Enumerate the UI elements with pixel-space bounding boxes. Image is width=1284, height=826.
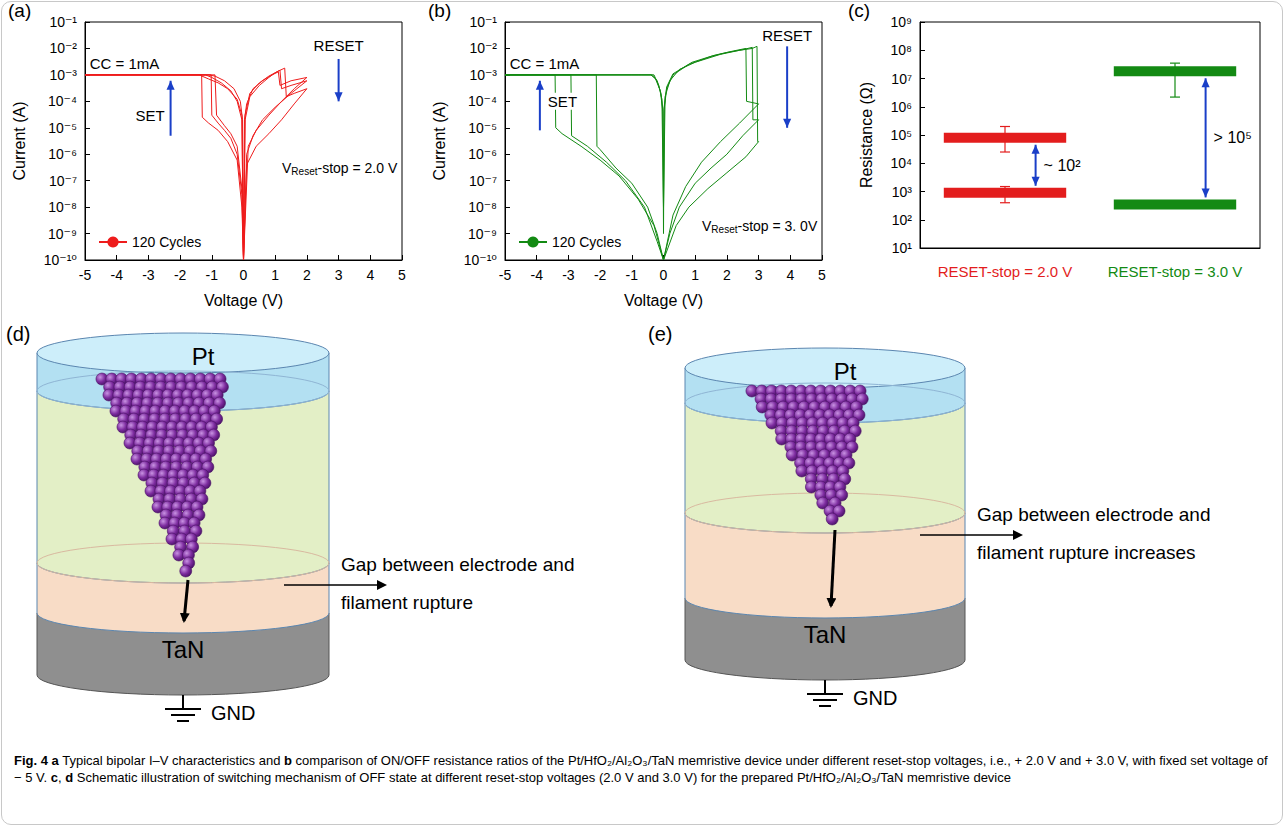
- svg-text:Reset: Reset: [291, 166, 317, 177]
- svg-text:10⁻⁹: 10⁻⁹: [468, 226, 497, 242]
- svg-text:10⁻³: 10⁻³: [49, 67, 77, 83]
- svg-text:120 Cycles: 120 Cycles: [132, 234, 201, 250]
- svg-text:~ 10²: ~ 10²: [1044, 157, 1082, 174]
- svg-text:V: V: [282, 160, 292, 176]
- svg-text:10⁻¹⁰: 10⁻¹⁰: [44, 252, 78, 268]
- svg-text:GND: GND: [211, 702, 255, 724]
- svg-text:10³: 10³: [892, 184, 913, 200]
- svg-text:RESET: RESET: [314, 37, 364, 54]
- svg-text:> 10⁵: > 10⁵: [1214, 129, 1252, 146]
- svg-text:10⁻³: 10⁻³: [469, 67, 497, 83]
- svg-text:0: 0: [240, 267, 248, 283]
- html-text:(c): (c): [848, 0, 871, 21]
- svg-text:TaN: TaN: [804, 621, 847, 648]
- svg-text:Voltage (V): Voltage (V): [204, 292, 283, 309]
- svg-text:5: 5: [818, 267, 826, 283]
- svg-text:4: 4: [786, 267, 794, 283]
- svg-text:Current (A): Current (A): [431, 101, 448, 180]
- svg-text:Resistance (Ω): Resistance (Ω): [858, 82, 875, 188]
- svg-text:10⁻⁴: 10⁻⁴: [468, 93, 497, 109]
- svg-text:10⁸: 10⁸: [891, 42, 913, 58]
- svg-text:3: 3: [335, 267, 343, 283]
- svg-text:Reset: Reset: [711, 224, 737, 235]
- svg-text:10⁵: 10⁵: [891, 127, 912, 143]
- svg-text:RESET-stop = 2.0 V: RESET-stop = 2.0 V: [938, 263, 1073, 280]
- svg-text:CC = 1mA: CC = 1mA: [510, 55, 580, 72]
- svg-text:1: 1: [691, 267, 699, 283]
- svg-text:10²: 10²: [892, 212, 913, 228]
- svg-text:(d): (d): [6, 323, 30, 345]
- svg-text:CC = 1mA: CC = 1mA: [90, 55, 160, 72]
- svg-text:10⁻⁸: 10⁻⁸: [468, 199, 497, 215]
- svg-text:10⁷: 10⁷: [891, 71, 912, 87]
- svg-text:0: 0: [660, 267, 668, 283]
- svg-text:TaN: TaN: [162, 636, 205, 663]
- svg-text:SET: SET: [135, 107, 164, 124]
- svg-text:10⁻⁶: 10⁻⁶: [48, 146, 77, 162]
- svg-text:10⁹: 10⁹: [890, 14, 912, 30]
- svg-text:Pt: Pt: [834, 358, 857, 385]
- svg-text:RESET: RESET: [762, 27, 812, 44]
- svg-text:-5: -5: [499, 267, 512, 283]
- svg-text:V: V: [702, 218, 712, 234]
- svg-text:10⁻¹: 10⁻¹: [49, 14, 77, 30]
- svg-text:-3: -3: [142, 267, 155, 283]
- svg-text:10⁻²: 10⁻²: [49, 40, 77, 56]
- svg-text:Pt: Pt: [192, 343, 215, 370]
- svg-text:Current (A): Current (A): [11, 101, 28, 180]
- svg-text:(e): (e): [648, 323, 672, 345]
- svg-text:filament rupture: filament rupture: [341, 592, 473, 613]
- svg-text:10⁻¹: 10⁻¹: [469, 14, 497, 30]
- svg-text:-3: -3: [562, 267, 575, 283]
- svg-text:10⁻⁵: 10⁻⁵: [468, 120, 497, 136]
- svg-text:-4: -4: [110, 267, 123, 283]
- svg-text:-stop = 3. 0V: -stop = 3. 0V: [737, 218, 817, 234]
- svg-text:10⁴: 10⁴: [890, 155, 912, 171]
- svg-text:GND: GND: [853, 687, 897, 709]
- svg-text:2: 2: [723, 267, 731, 283]
- svg-text:120 Cycles: 120 Cycles: [552, 234, 621, 250]
- svg-text:-1: -1: [626, 267, 639, 283]
- svg-text:10⁻¹⁰: 10⁻¹⁰: [464, 252, 498, 268]
- svg-text:1: 1: [271, 267, 279, 283]
- svg-text:10⁻⁷: 10⁻⁷: [469, 173, 497, 189]
- svg-text:-4: -4: [530, 267, 543, 283]
- svg-text:10⁻⁶: 10⁻⁶: [468, 146, 497, 162]
- svg-text:-2: -2: [594, 267, 607, 283]
- svg-text:10⁶: 10⁶: [891, 99, 912, 115]
- svg-text:Voltage (V): Voltage (V): [624, 292, 703, 309]
- svg-text:RESET-stop = 3.0 V: RESET-stop = 3.0 V: [1108, 263, 1243, 280]
- svg-text:-2: -2: [174, 267, 187, 283]
- html-text:(a): (a): [8, 0, 32, 21]
- svg-text:10¹: 10¹: [892, 240, 913, 256]
- svg-text:5: 5: [398, 267, 406, 283]
- svg-text:-stop = 2.0 V: -stop = 2.0 V: [317, 160, 397, 176]
- svg-text:10⁻⁵: 10⁻⁵: [48, 120, 77, 136]
- svg-text:Gap between electrode and: Gap between electrode and: [977, 504, 1210, 525]
- svg-text:SET: SET: [548, 93, 577, 110]
- svg-text:3: 3: [755, 267, 763, 283]
- svg-text:4: 4: [366, 267, 374, 283]
- svg-text:10⁻⁸: 10⁻⁸: [48, 199, 77, 215]
- svg-text:-5: -5: [79, 267, 92, 283]
- svg-text:10⁻⁷: 10⁻⁷: [49, 173, 77, 189]
- svg-text:10⁻⁴: 10⁻⁴: [48, 93, 77, 109]
- svg-text:-1: -1: [206, 267, 219, 283]
- svg-text:10⁻²: 10⁻²: [469, 40, 497, 56]
- svg-text:Gap between electrode and: Gap between electrode and: [341, 554, 574, 575]
- html-text:Fig. 4 a Typical bipolar I–V c: Fig. 4 a Typical bipolar I–V characteris…: [14, 753, 1268, 785]
- html-text:(b): (b): [428, 0, 452, 21]
- svg-text:filament rupture increases: filament rupture increases: [977, 542, 1196, 563]
- svg-text:2: 2: [303, 267, 311, 283]
- svg-text:10⁻⁹: 10⁻⁹: [48, 226, 77, 242]
